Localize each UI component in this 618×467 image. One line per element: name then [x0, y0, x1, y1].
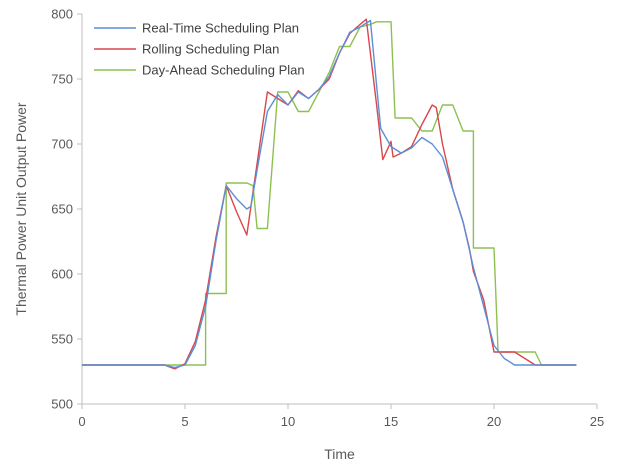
axes: 0 5 10 15 20 25 500 550 600 650 700 750 800 [51, 7, 604, 430]
legend-label-2: Day-Ahead Scheduling Plan [142, 63, 305, 78]
legend-label-0: Real-Time Scheduling Plan [142, 21, 299, 36]
legend-label-1: Rolling Scheduling Plan [142, 42, 279, 57]
y-tick-label: 700 [51, 137, 73, 152]
x-tick-label: 5 [181, 414, 188, 429]
series-lines [82, 18, 577, 370]
legend: Real-Time Scheduling Plan Rolling Schedul… [94, 21, 305, 78]
y-tick-label: 750 [51, 72, 73, 87]
x-tick-label: 15 [384, 414, 398, 429]
series-line-1 [82, 18, 577, 370]
y-axis-label: Thermal Power Unit Output Power [13, 102, 29, 316]
y-tick-label: 500 [51, 397, 73, 412]
x-axis-label: Time [324, 446, 355, 462]
x-tick-label: 25 [590, 414, 604, 429]
y-tick-label: 800 [51, 7, 73, 22]
y-tick-label: 650 [51, 202, 73, 217]
x-tick-label: 20 [487, 414, 501, 429]
series-line-0 [82, 19, 577, 369]
x-tick-label: 0 [78, 414, 85, 429]
y-tick-label: 600 [51, 267, 73, 282]
x-tick-label: 10 [281, 414, 295, 429]
y-tick-label: 550 [51, 332, 73, 347]
